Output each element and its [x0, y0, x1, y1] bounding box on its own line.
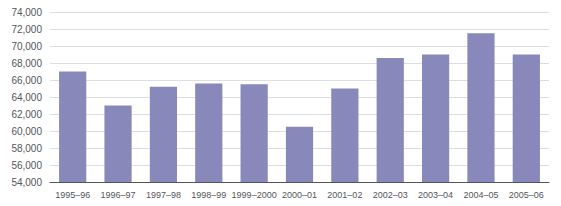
svg-text:74,000: 74,000: [11, 7, 42, 18]
svg-text:56,000: 56,000: [11, 160, 42, 171]
svg-text:2000–01: 2000–01: [282, 190, 317, 200]
svg-text:2004–05: 2004–05: [463, 190, 498, 200]
svg-text:68,000: 68,000: [11, 58, 42, 69]
svg-text:60,000: 60,000: [11, 126, 42, 137]
svg-text:2002–03: 2002–03: [373, 190, 408, 200]
svg-text:1999–2000: 1999–2000: [232, 190, 277, 200]
svg-text:58,000: 58,000: [11, 143, 42, 154]
svg-text:66,000: 66,000: [11, 75, 42, 86]
svg-text:72,000: 72,000: [11, 24, 42, 35]
svg-text:54,000: 54,000: [11, 177, 42, 188]
svg-text:2005–06: 2005–06: [509, 190, 544, 200]
svg-text:2003–04: 2003–04: [418, 190, 453, 200]
svg-text:1997–98: 1997–98: [146, 190, 181, 200]
svg-text:70,000: 70,000: [11, 41, 42, 52]
svg-text:62,000: 62,000: [11, 109, 42, 120]
svg-text:64,000: 64,000: [11, 92, 42, 103]
svg-text:1995–96: 1995–96: [55, 190, 90, 200]
svg-text:2001–02: 2001–02: [327, 190, 362, 200]
svg-text:1996–97: 1996–97: [101, 190, 136, 200]
svg-text:1998–99: 1998–99: [191, 190, 226, 200]
